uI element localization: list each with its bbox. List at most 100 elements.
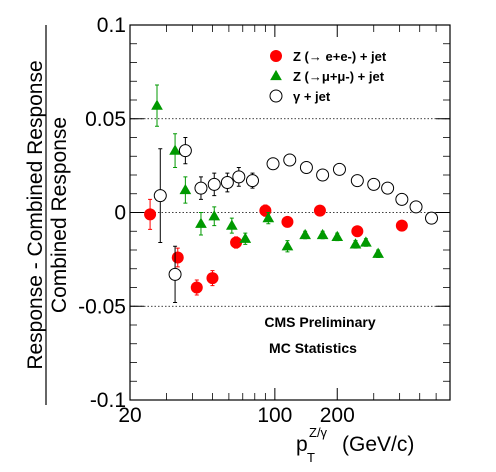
data-point [230,236,243,249]
filled-circle-marker [230,236,243,249]
x-tick-label: 20 [118,404,141,427]
series-layer [144,84,439,303]
legend-label: γ + jet [293,89,331,104]
open-circle-marker [299,161,313,174]
filled-circle-marker [206,272,219,285]
filled-circle-marker [395,219,408,232]
x-tick-label: 100 [257,404,292,427]
data-point [281,240,294,253]
legend-item: γ + jet [269,89,331,104]
data-point [409,200,423,214]
data-point [195,212,207,236]
triangle-marker [239,232,252,243]
data-point [381,181,395,195]
y-axis-title-denominator: Combined Response [48,117,71,313]
triangle-marker [372,247,384,258]
data-point [225,217,238,234]
data-point [281,215,294,228]
triangle-marker [262,212,275,223]
series-1 [151,84,384,258]
open-circle-marker [269,89,283,103]
triangle-marker [349,238,362,249]
data-point [360,236,372,247]
open-circle-marker [381,181,395,195]
data-point [151,84,163,127]
legend-label: Z (→μ+μ-) + jet [293,69,385,84]
data-point [153,148,167,243]
data-point [168,245,182,303]
open-circle-marker [153,189,167,203]
data-point [349,238,362,249]
y-tick-label: 0.1 [97,14,126,37]
open-circle-marker [409,200,423,214]
open-circle-marker [350,174,364,188]
data-point [232,167,246,187]
data-point [367,177,381,191]
data-point [207,172,221,197]
filled-circle-marker [281,215,294,228]
open-circle-marker [194,181,208,195]
legend-item: Z (→ e+e-) + jet [270,49,387,64]
data-point [316,228,329,240]
triangle-marker [270,69,282,81]
triangle-marker [316,228,329,240]
x-axis-title: p T Z/γ (GeV/c) [296,425,414,465]
filled-circle-marker [351,225,364,238]
annotation-line-2: MC Statistics [269,340,357,356]
legend-label: Z (→ e+e-) + jet [293,49,387,64]
triangle-marker [225,219,238,230]
series-0 [144,198,408,296]
annotation-line-1: CMS Preliminary [264,314,375,330]
data-point [283,153,297,167]
data-point [171,247,184,268]
data-point [299,228,311,240]
x-axis-title-subscript: T [307,450,315,465]
triangle-marker [151,99,163,110]
open-circle-marker [425,211,439,225]
y-tick-label: 0.05 [85,108,126,131]
data-point [351,225,364,238]
data-point [395,192,409,206]
triangle-marker [195,217,207,228]
data-point [144,198,157,230]
data-point [245,172,259,189]
legend-item: Z (→μ+μ-) + jet [270,69,385,84]
data-point [239,232,252,245]
filled-circle-marker [270,50,282,62]
open-circle-marker [367,177,381,191]
data-point [190,279,203,296]
triangle-marker [179,183,192,195]
open-circle-marker [178,144,192,158]
triangle-marker [331,230,344,241]
data-point [178,137,192,165]
x-axis-title-unit: (GeV/c) [342,433,414,456]
data-point [316,168,330,182]
filled-circle-marker [144,208,157,221]
y-axis-title: Response - Combined Response Combined Re… [24,25,71,405]
data-point [169,133,181,168]
open-circle-marker [316,168,330,182]
reference-lines [130,118,450,307]
x-axis-title-base: p [296,433,308,456]
open-circle-marker [245,174,259,188]
data-point [179,176,192,204]
open-circle-marker [283,153,297,167]
open-circle-marker [207,177,221,191]
triangle-marker [360,236,372,247]
data-point [372,247,384,258]
data-point [313,204,326,217]
axes: 0.1 0.05 0 -0.05 -0.120 100 200 [78,14,451,427]
data-point [194,176,208,200]
triangle-marker [208,210,221,221]
y-tick-label: -0.05 [78,295,126,318]
data-point [262,212,275,225]
triangle-marker [169,144,181,155]
open-circle-marker [232,170,246,184]
open-circle-marker [395,192,409,206]
open-circle-marker [168,267,182,281]
data-point [220,172,234,193]
data-point [395,219,408,232]
legend: Z (→ e+e-) + jet Z (→μ+μ-) + jet γ + jet [269,49,387,104]
data-point [206,270,219,287]
